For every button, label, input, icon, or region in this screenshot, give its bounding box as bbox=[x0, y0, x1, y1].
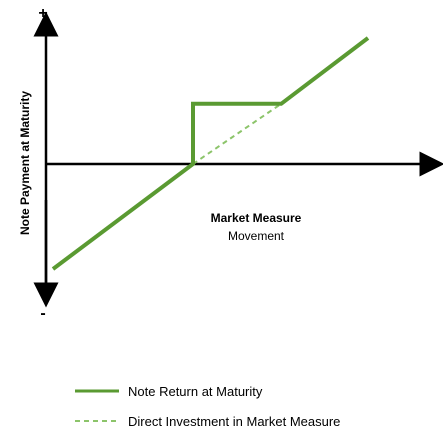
series-note-return-line bbox=[51, 36, 370, 271]
legend-item-direct-investment: Direct Investment in Market Measure bbox=[128, 414, 340, 429]
legend-item-note-return: Note Return at Maturity bbox=[128, 384, 263, 399]
x-axis-label-line1: Market Measure bbox=[211, 211, 302, 225]
x-axis-label-line2: Movement bbox=[228, 229, 285, 243]
y-axis-label: Note Payment at Maturity bbox=[18, 91, 32, 235]
legend: Note Return at Maturity Direct Investmen… bbox=[75, 384, 340, 429]
series-direct-investment-line bbox=[192, 102, 282, 165]
y-axis-plus-sign: + bbox=[38, 5, 47, 22]
y-axis-minus-sign: - bbox=[40, 305, 45, 322]
series-layer bbox=[51, 36, 370, 271]
